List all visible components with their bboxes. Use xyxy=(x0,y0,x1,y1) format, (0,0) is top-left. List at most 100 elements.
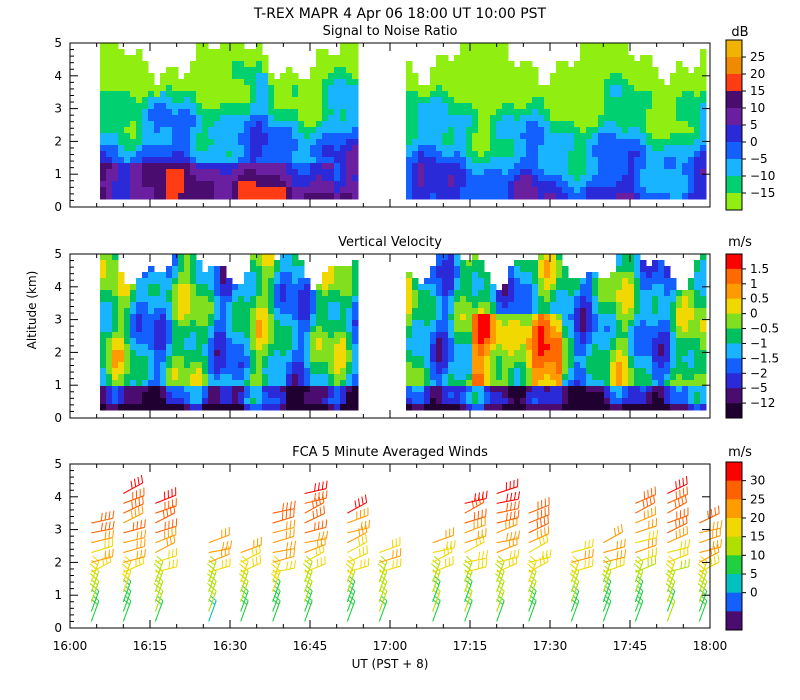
heatmap-cell xyxy=(454,314,461,321)
heatmap-cell xyxy=(208,314,215,321)
heatmap-cell xyxy=(652,314,659,321)
heatmap-cell xyxy=(568,157,575,164)
heatmap-cell xyxy=(304,278,311,285)
wind-barb-feather xyxy=(318,496,321,505)
heatmap-cell xyxy=(142,121,149,128)
heatmap-cell xyxy=(616,308,623,315)
wind-barb xyxy=(90,590,100,612)
heatmap-cell xyxy=(220,266,227,273)
heatmap-cell xyxy=(238,296,245,303)
heatmap-cell xyxy=(208,320,215,327)
heatmap-cell xyxy=(580,109,587,116)
heatmap-cell xyxy=(196,338,203,345)
heatmap-cell xyxy=(310,326,317,333)
heatmap-cell xyxy=(472,145,479,152)
colorbar-swatch xyxy=(726,91,742,109)
heatmap-cell xyxy=(178,175,185,182)
wind-barb xyxy=(240,590,249,612)
heatmap-cell xyxy=(430,169,437,176)
heatmap-cell xyxy=(172,374,179,381)
heatmap-cell xyxy=(334,404,341,411)
heatmap-cell xyxy=(448,169,455,176)
heatmap-cell xyxy=(280,193,287,200)
heatmap-cell xyxy=(634,362,641,369)
heatmap-cell xyxy=(532,404,539,411)
heatmap-cell xyxy=(148,91,155,98)
heatmap-cell xyxy=(316,332,323,339)
heatmap-cell xyxy=(532,181,539,188)
heatmap-cell xyxy=(202,79,209,86)
heatmap-cell xyxy=(148,350,155,357)
heatmap-cell xyxy=(544,392,551,399)
heatmap-cell xyxy=(136,392,143,399)
heatmap-cell xyxy=(172,392,179,399)
heatmap-cell xyxy=(250,254,257,261)
heatmap-cell xyxy=(244,284,251,291)
heatmap-cell xyxy=(124,67,131,74)
wind-barb-feather xyxy=(222,542,225,551)
heatmap-cell xyxy=(442,386,449,393)
heatmap-cell xyxy=(550,320,557,327)
heatmap-cell xyxy=(430,97,437,104)
heatmap-cell xyxy=(286,338,293,345)
heatmap-cell xyxy=(478,344,485,351)
heatmap-cell xyxy=(484,392,491,399)
heatmap-cell xyxy=(112,139,119,146)
heatmap-cell xyxy=(562,266,569,273)
heatmap-cell xyxy=(412,362,419,369)
heatmap-cell xyxy=(514,374,521,381)
heatmap-cell xyxy=(292,350,299,357)
heatmap-cell xyxy=(568,187,575,194)
colorbar-label: −2 xyxy=(750,366,768,380)
heatmap-cell xyxy=(232,133,239,140)
colorbar-swatch xyxy=(726,57,742,75)
heatmap-cell xyxy=(634,73,641,80)
heatmap-cell xyxy=(310,169,317,176)
heatmap-cell xyxy=(586,344,593,351)
panel-2: Vertical Velocity012345m/s1.510.50−0.5−1… xyxy=(54,235,779,425)
heatmap-cell xyxy=(418,187,425,194)
heatmap-cell xyxy=(640,368,647,375)
heatmap-cell xyxy=(694,260,701,267)
heatmap-cell xyxy=(466,368,473,375)
heatmap-cell xyxy=(262,380,269,387)
heatmap-cell xyxy=(508,290,515,297)
heatmap-cell xyxy=(556,392,563,399)
heatmap-cell xyxy=(478,175,485,182)
heatmap-cell xyxy=(424,368,431,375)
heatmap-cell xyxy=(520,368,527,375)
heatmap-cell xyxy=(490,302,497,309)
heatmap-cell xyxy=(226,151,233,158)
heatmap-cell xyxy=(502,386,509,393)
heatmap-cell xyxy=(106,398,113,405)
heatmap-cell xyxy=(268,121,275,128)
heatmap-cell xyxy=(604,302,611,309)
heatmap-cell xyxy=(346,145,353,152)
heatmap-cell xyxy=(298,356,305,363)
heatmap-cell xyxy=(406,133,413,140)
heatmap-cell xyxy=(148,73,155,80)
heatmap-cell xyxy=(442,115,449,122)
heatmap-cell xyxy=(682,320,689,327)
heatmap-cell xyxy=(340,175,347,182)
heatmap-cell xyxy=(190,302,197,309)
heatmap-cell xyxy=(568,175,575,182)
heatmap-cell xyxy=(592,350,599,357)
heatmap-cell xyxy=(562,320,569,327)
heatmap-cell xyxy=(112,320,119,327)
wind-barb-feather xyxy=(241,555,249,562)
heatmap-cell xyxy=(550,296,557,303)
heatmap-cell xyxy=(550,151,557,158)
heatmap-cell xyxy=(112,284,119,291)
heatmap-cell xyxy=(610,296,617,303)
heatmap-cell xyxy=(250,181,257,188)
wind-barb xyxy=(304,526,327,534)
heatmap-cell xyxy=(676,344,683,351)
heatmap-cell xyxy=(478,91,485,98)
heatmap-cell xyxy=(214,163,221,170)
heatmap-cell xyxy=(292,362,299,369)
heatmap-cell xyxy=(616,43,623,50)
heatmap-cell xyxy=(532,302,539,309)
panels: Signal to Noise Ratio012345dB2520151050−… xyxy=(53,24,779,653)
heatmap-cell xyxy=(106,314,113,321)
